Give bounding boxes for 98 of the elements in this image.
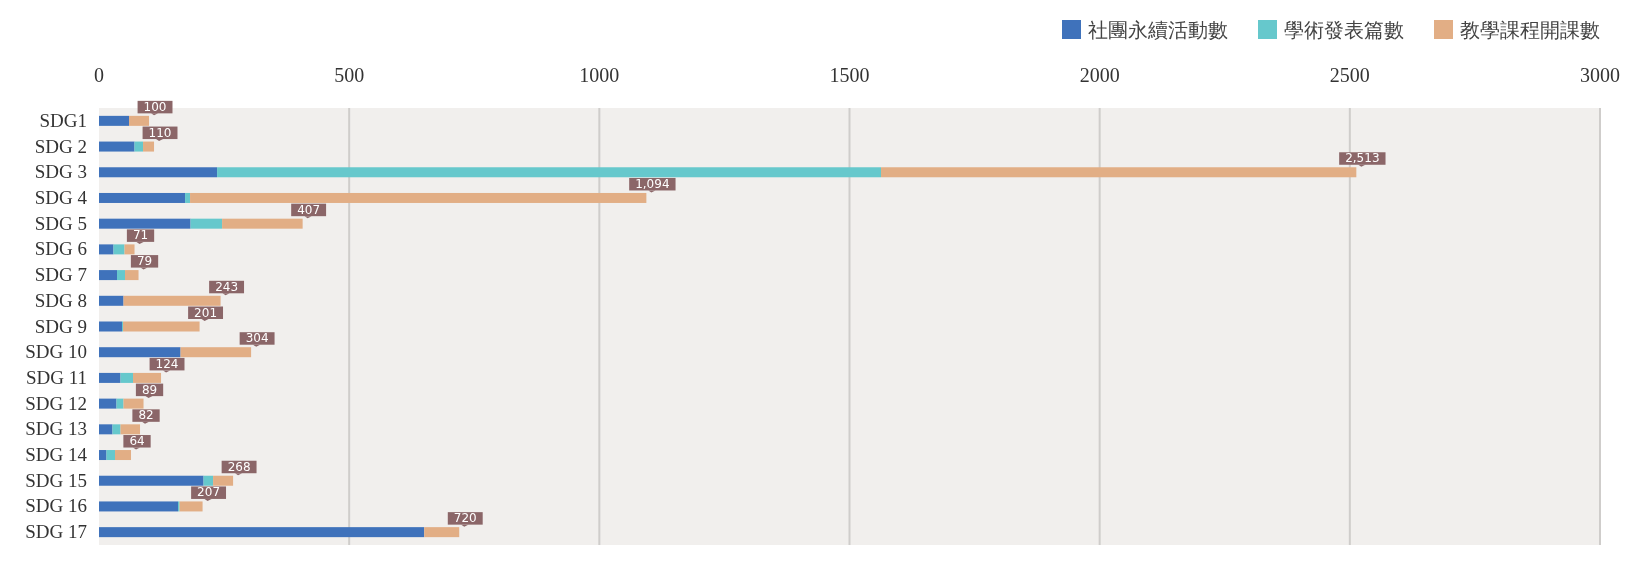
bar (99, 218, 191, 229)
legend-label: 教學課程開課數 (1460, 18, 1600, 42)
total-label: 720 (447, 511, 483, 527)
x-tick-label: 1000 (579, 64, 620, 86)
bar (134, 141, 144, 152)
bar (213, 475, 234, 486)
bar (99, 270, 118, 281)
total-label: 243 (215, 279, 239, 294)
bar (190, 218, 223, 229)
total-label: 79 (136, 254, 153, 269)
x-tick-label: 0 (94, 64, 104, 86)
y-tick-label: SDG 14 (25, 444, 88, 466)
bar (190, 192, 647, 203)
bar (99, 527, 425, 538)
total-label: 100 (137, 99, 173, 116)
bar (881, 167, 1357, 178)
bar (129, 115, 150, 126)
bar (133, 372, 162, 383)
y-tick-label: SDG 16 (25, 495, 87, 517)
x-tick-label: 500 (334, 64, 365, 86)
bar (99, 167, 218, 178)
bar (217, 167, 882, 178)
total-label: 1,094 (635, 176, 670, 191)
bar (125, 270, 139, 281)
total-label: 268 (227, 459, 251, 474)
bar (123, 398, 144, 409)
bar (115, 450, 132, 461)
total-label: 304 (239, 331, 275, 347)
bar (99, 347, 181, 358)
total-label: 82 (132, 408, 160, 424)
total-label: 720 (453, 511, 477, 526)
y-tick-label: SDG 13 (25, 418, 87, 440)
bar (123, 321, 200, 332)
y-tick-label: SDG 17 (25, 521, 87, 543)
bar (179, 501, 203, 512)
x-tick-label: 1500 (829, 64, 870, 86)
total-label: 2,513 (1339, 151, 1386, 167)
total-label: 79 (130, 254, 159, 270)
bar (99, 115, 130, 126)
bar (99, 141, 135, 152)
total-label: 207 (191, 485, 226, 501)
bar (106, 450, 116, 461)
total-label: 100 (143, 99, 167, 114)
total-label: 64 (123, 434, 151, 450)
x-tick-label: 2000 (1079, 64, 1120, 86)
x-tick-label: 3000 (1580, 64, 1620, 86)
bar (120, 424, 141, 435)
bar (124, 244, 135, 255)
y-tick-label: SDG 7 (34, 264, 87, 286)
legend-label: 學術發表篇數 (1284, 18, 1404, 42)
total-label: 407 (297, 202, 321, 217)
y-tick-label: SDG 8 (34, 289, 87, 311)
bar (99, 244, 114, 255)
bar (99, 475, 204, 486)
total-label: 110 (148, 125, 172, 140)
total-label: 2,513 (1345, 151, 1380, 166)
y-tick-label: SDG 11 (25, 366, 87, 388)
bar (180, 347, 252, 358)
total-label: 71 (126, 228, 155, 244)
y-tick-label: SDG 3 (34, 161, 87, 183)
bar (185, 192, 191, 203)
bar (99, 450, 107, 461)
legend-label: 社團永續活動數 (1088, 18, 1228, 42)
total-label: 71 (132, 228, 149, 243)
total-label: 207 (197, 485, 221, 500)
bar (123, 295, 221, 306)
y-tick-label: SDG1 (39, 109, 87, 131)
y-tick-label: SDG 9 (34, 315, 87, 337)
total-label: 64 (129, 434, 145, 449)
bar (120, 372, 134, 383)
bar (99, 424, 113, 435)
bar (117, 270, 126, 281)
total-label: 201 (194, 305, 218, 320)
bar (113, 244, 125, 255)
y-tick-label: SDG 10 (25, 341, 87, 363)
y-tick-label: SDG 2 (34, 135, 87, 157)
y-tick-label: SDG 6 (34, 238, 87, 260)
bar (99, 372, 121, 383)
bar (116, 398, 124, 409)
bar (203, 475, 214, 486)
bar (99, 501, 179, 512)
bar (424, 527, 460, 538)
bar (99, 321, 123, 332)
bar (112, 424, 121, 435)
bar (143, 141, 155, 152)
bar (99, 295, 124, 306)
y-tick-label: SDG 5 (34, 212, 87, 234)
total-label: 124 (155, 356, 179, 371)
y-tick-label: SDG 15 (25, 469, 87, 491)
y-tick-label: SDG 4 (34, 186, 88, 208)
total-label: 82 (138, 408, 154, 423)
x-tick-label: 2500 (1329, 64, 1370, 86)
total-label: 89 (141, 382, 158, 397)
y-tick-label: SDG 12 (25, 392, 87, 414)
bar (99, 398, 117, 409)
total-label: 304 (245, 331, 269, 346)
bar (222, 218, 303, 229)
bar (99, 192, 186, 203)
